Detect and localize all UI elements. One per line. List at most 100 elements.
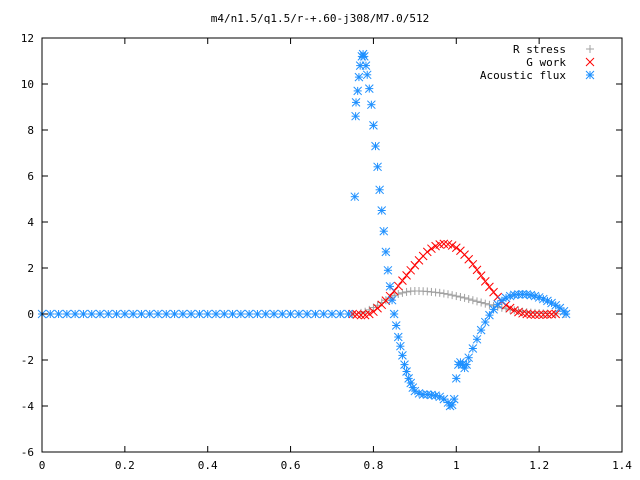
data-point: [375, 185, 384, 195]
data-point: [447, 400, 457, 410]
data-point: [195, 309, 204, 319]
x-tick-label: 1.4: [612, 459, 632, 472]
data-point: [350, 192, 360, 202]
y-tick-label: 12: [21, 32, 34, 45]
series-acoustic-flux: [37, 49, 571, 411]
plot-area: [37, 49, 571, 411]
data-point: [476, 325, 486, 335]
data-point: [369, 121, 378, 130]
data-point: [62, 309, 72, 319]
data-point: [186, 309, 196, 319]
data-point: [112, 309, 121, 319]
y-tick-label: -6: [21, 446, 34, 459]
data-point: [402, 271, 411, 280]
data-point: [497, 296, 507, 306]
data-point: [480, 276, 490, 286]
data-point: [422, 247, 432, 257]
data-point: [389, 309, 399, 319]
data-point: [485, 310, 494, 320]
data-point: [364, 309, 374, 319]
y-tick-label: 8: [27, 124, 34, 137]
data-point: [506, 305, 515, 314]
data-point: [253, 309, 262, 319]
data-point: [462, 360, 471, 369]
data-point: [555, 303, 565, 313]
data-point: [526, 310, 536, 319]
x-tick-label: 1.2: [529, 459, 549, 472]
data-point: [277, 309, 287, 319]
data-point: [228, 309, 237, 319]
data-point: [472, 334, 482, 344]
data-point: [178, 309, 188, 319]
data-point: [219, 309, 229, 319]
y-tick-label: 10: [21, 78, 34, 91]
data-point: [451, 243, 461, 253]
data-point: [353, 86, 363, 96]
data-point: [439, 239, 449, 249]
data-point: [95, 309, 105, 319]
legend-marker: [585, 70, 595, 80]
data-point: [302, 309, 312, 319]
data-point: [385, 291, 395, 301]
data-point: [561, 309, 571, 319]
data-point: [385, 282, 395, 291]
x-tick-label: 0.4: [198, 459, 218, 472]
series-g-work: [348, 239, 561, 320]
data-point: [128, 309, 138, 319]
data-point: [359, 52, 369, 61]
y-tick-label: 2: [27, 262, 34, 275]
data-point: [361, 61, 371, 70]
legend-marker: [585, 57, 595, 67]
data-point: [396, 341, 405, 351]
data-point: [406, 378, 416, 388]
y-tick-label: 4: [27, 216, 34, 229]
data-point: [394, 289, 403, 298]
data-point: [402, 287, 411, 296]
data-point: [449, 394, 459, 404]
legend-label: Acoustic flux: [480, 69, 566, 82]
data-point: [387, 295, 397, 305]
data-point: [398, 351, 407, 360]
data-point: [153, 309, 163, 319]
plot-frame: [41, 37, 623, 453]
data-point: [244, 309, 254, 319]
data-point: [103, 309, 113, 319]
data-point: [402, 367, 411, 376]
data-point: [464, 295, 473, 304]
legend-label: G work: [526, 56, 566, 69]
data-point: [367, 100, 376, 110]
series-r-stress: [348, 287, 568, 318]
legend-marker: [586, 45, 594, 53]
data-point: [120, 309, 130, 319]
data-point: [551, 309, 561, 319]
data-point: [534, 310, 544, 320]
data-point: [364, 84, 374, 93]
data-point: [452, 292, 461, 301]
data-point: [348, 309, 358, 319]
data-point: [464, 353, 474, 363]
data-point: [505, 303, 515, 313]
x-tick-label: 1: [453, 459, 460, 472]
data-point: [236, 309, 246, 319]
data-point: [373, 162, 382, 172]
data-point: [543, 296, 552, 306]
data-point: [377, 206, 387, 215]
data-point: [538, 310, 548, 320]
data-point: [145, 309, 155, 319]
data-point: [451, 374, 461, 383]
data-point: [480, 317, 490, 327]
data-point: [269, 309, 279, 319]
data-point: [456, 292, 465, 301]
data-point: [406, 265, 416, 275]
data-point: [522, 309, 532, 319]
data-point: [543, 310, 552, 319]
y-tick-label: -4: [21, 400, 35, 413]
data-point: [351, 98, 361, 107]
data-point: [418, 390, 428, 399]
data-point: [468, 344, 478, 353]
data-point: [398, 276, 407, 286]
data-point: [476, 271, 486, 280]
chart-title: m4/n1.5/q1.5/r-+.60-j308/M7.0/512: [211, 12, 430, 25]
data-point: [344, 309, 353, 319]
